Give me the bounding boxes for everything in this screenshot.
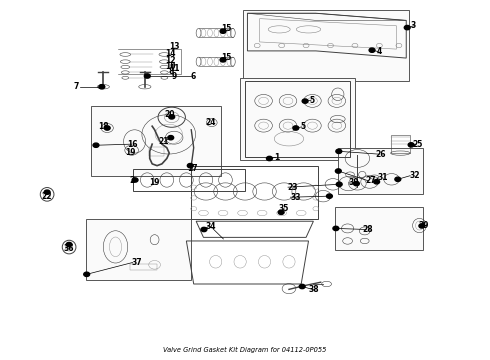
Text: 8: 8 bbox=[168, 67, 173, 76]
Circle shape bbox=[267, 156, 272, 161]
Text: 19: 19 bbox=[125, 148, 135, 157]
Text: 3: 3 bbox=[411, 21, 416, 30]
Circle shape bbox=[93, 143, 99, 147]
Text: 38: 38 bbox=[308, 285, 318, 294]
Circle shape bbox=[145, 74, 150, 78]
Circle shape bbox=[395, 177, 401, 181]
Text: 24: 24 bbox=[205, 118, 216, 127]
Circle shape bbox=[293, 126, 299, 130]
Text: 2: 2 bbox=[129, 176, 134, 185]
Text: 26: 26 bbox=[375, 150, 386, 159]
Bar bbox=[338, 148, 423, 194]
Text: 16: 16 bbox=[127, 140, 138, 149]
Text: 12: 12 bbox=[166, 56, 176, 65]
Text: 15: 15 bbox=[221, 24, 231, 33]
Circle shape bbox=[99, 85, 105, 89]
Circle shape bbox=[353, 181, 359, 186]
Circle shape bbox=[168, 135, 173, 140]
Text: 18: 18 bbox=[98, 122, 109, 131]
Text: 25: 25 bbox=[412, 140, 423, 149]
Text: 14: 14 bbox=[166, 49, 176, 58]
Text: 32: 32 bbox=[410, 171, 420, 180]
Text: 1: 1 bbox=[274, 153, 279, 162]
Circle shape bbox=[408, 143, 414, 147]
Circle shape bbox=[201, 227, 207, 231]
Bar bbox=[91, 107, 220, 176]
Bar bbox=[240, 78, 355, 160]
Text: 10: 10 bbox=[166, 62, 176, 71]
Circle shape bbox=[220, 29, 226, 33]
Circle shape bbox=[335, 169, 341, 173]
Text: 35: 35 bbox=[279, 204, 289, 213]
Text: 6: 6 bbox=[190, 72, 196, 81]
Text: Valve Grind Gasket Kit Diagram for 04112-0P055: Valve Grind Gasket Kit Diagram for 04112… bbox=[163, 347, 327, 354]
Text: 5: 5 bbox=[309, 96, 315, 105]
Text: 29: 29 bbox=[418, 221, 429, 230]
Circle shape bbox=[369, 48, 375, 52]
Bar bbox=[391, 135, 410, 153]
Circle shape bbox=[326, 194, 332, 198]
Text: 34: 34 bbox=[205, 222, 216, 231]
Bar bbox=[243, 10, 409, 81]
Text: 36: 36 bbox=[64, 244, 74, 253]
Text: 37: 37 bbox=[131, 258, 142, 267]
Bar bbox=[130, 264, 157, 270]
Bar bbox=[335, 207, 423, 250]
Circle shape bbox=[169, 115, 174, 119]
Circle shape bbox=[374, 180, 380, 184]
Text: 17: 17 bbox=[187, 164, 198, 173]
Circle shape bbox=[333, 226, 339, 230]
Circle shape bbox=[404, 26, 410, 30]
Bar bbox=[149, 147, 164, 156]
Text: 4: 4 bbox=[377, 47, 382, 56]
Circle shape bbox=[220, 58, 226, 62]
Text: 5: 5 bbox=[300, 122, 305, 131]
Text: 27: 27 bbox=[365, 176, 376, 185]
Text: 21: 21 bbox=[158, 137, 169, 146]
Text: 23: 23 bbox=[288, 183, 298, 192]
Circle shape bbox=[66, 242, 72, 247]
Circle shape bbox=[299, 284, 305, 289]
Text: 20: 20 bbox=[164, 110, 174, 119]
Circle shape bbox=[302, 99, 308, 103]
Circle shape bbox=[84, 272, 90, 276]
Text: 30: 30 bbox=[349, 178, 359, 187]
Text: 11: 11 bbox=[169, 64, 179, 73]
Circle shape bbox=[104, 126, 110, 130]
Circle shape bbox=[132, 178, 138, 182]
Text: 19: 19 bbox=[149, 178, 160, 187]
Text: 31: 31 bbox=[377, 173, 388, 182]
Circle shape bbox=[187, 163, 193, 168]
Text: 28: 28 bbox=[363, 225, 373, 234]
Text: 33: 33 bbox=[290, 193, 300, 202]
Text: 22: 22 bbox=[42, 192, 52, 201]
Text: 9: 9 bbox=[172, 72, 177, 81]
Circle shape bbox=[336, 182, 342, 186]
Text: 13: 13 bbox=[169, 42, 179, 51]
Text: 7: 7 bbox=[74, 82, 79, 91]
Circle shape bbox=[44, 190, 50, 194]
Bar bbox=[86, 220, 191, 280]
Circle shape bbox=[419, 224, 425, 228]
Circle shape bbox=[278, 210, 284, 215]
Text: 15: 15 bbox=[221, 53, 231, 62]
Circle shape bbox=[336, 149, 342, 153]
